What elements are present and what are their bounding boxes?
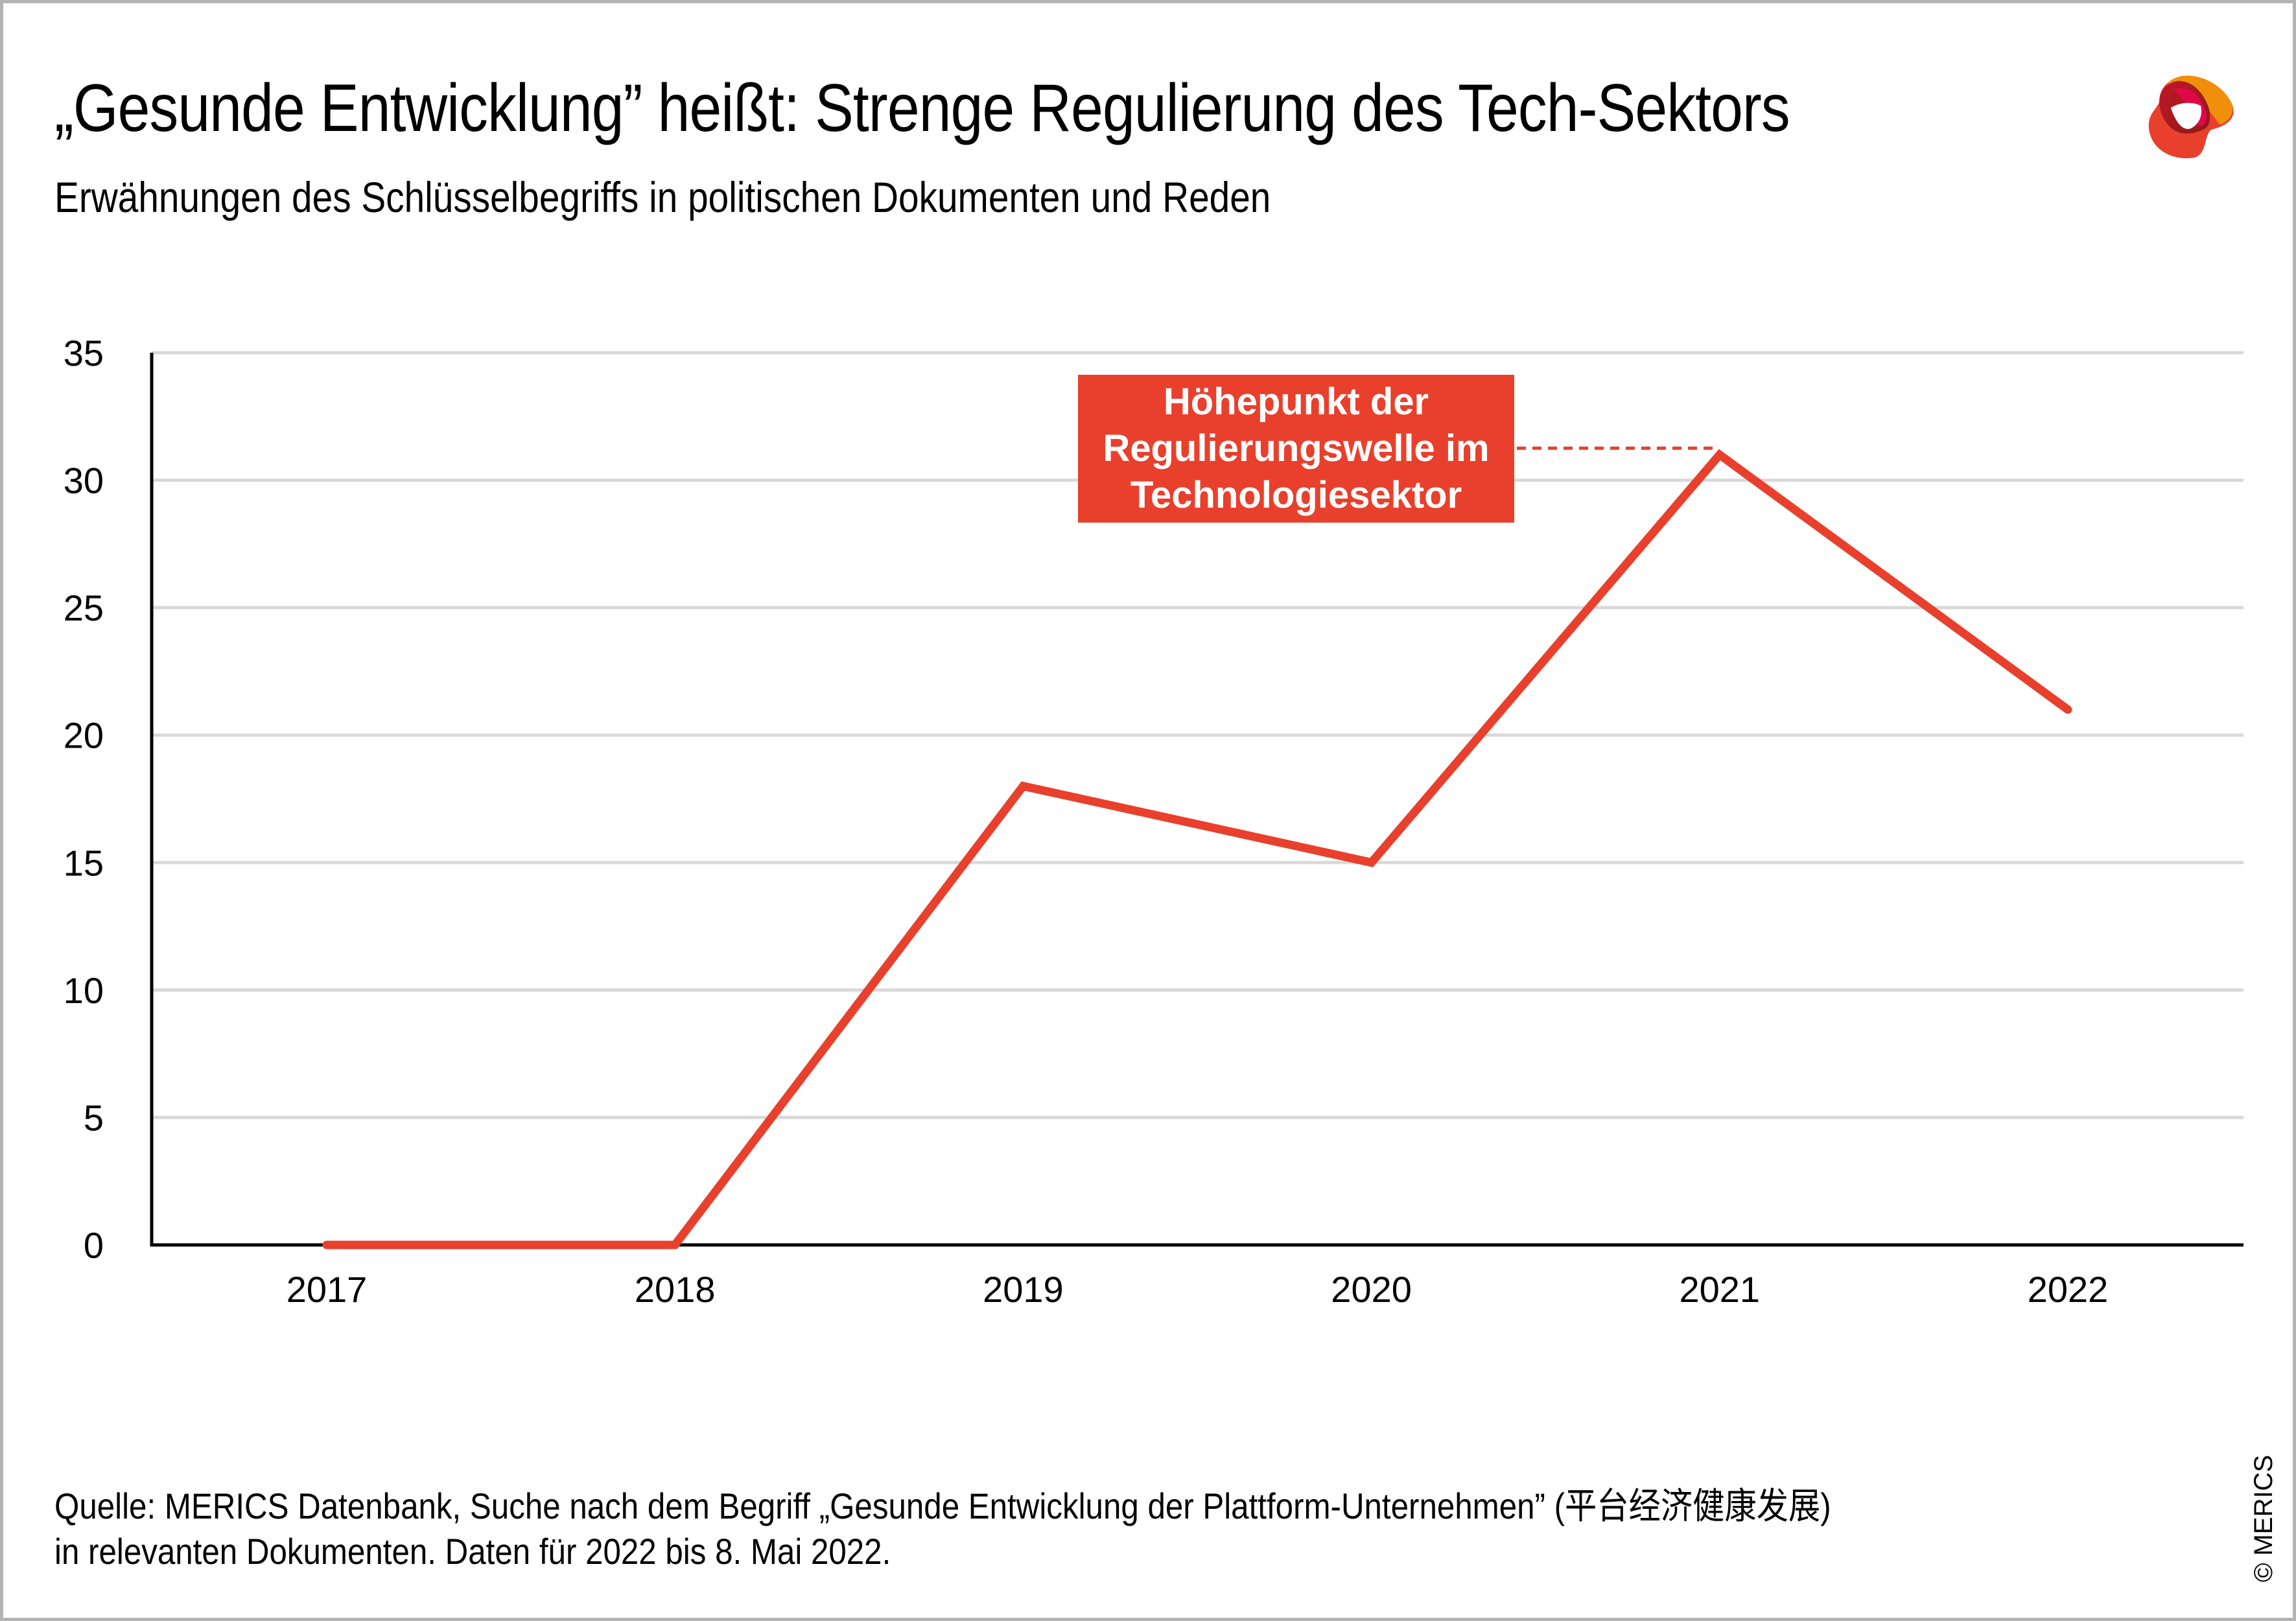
merics-logo-icon xyxy=(2148,75,2234,159)
y-tick-label: 15 xyxy=(64,842,104,883)
chart-title: „Gesunde Entwicklung” heißt: Strenge Reg… xyxy=(54,71,1790,146)
y-axis-tick-labels: 0 5 10 15 20 25 30 35 xyxy=(64,333,104,1266)
x-tick-label: 2020 xyxy=(1331,1269,1412,1310)
x-tick-label: 2019 xyxy=(983,1269,1064,1310)
x-tick-label: 2017 xyxy=(287,1269,368,1310)
series-layer xyxy=(322,449,2072,1249)
chart-subtitle: Erwähnungen des Schlüsselbegriffs in pol… xyxy=(54,173,1271,221)
source-line-2: in relevanten Dokumenten. Daten für 2022… xyxy=(54,1531,891,1572)
copyright: © MERICS xyxy=(2249,1454,2278,1582)
y-tick-label: 5 xyxy=(84,1097,104,1138)
x-tick-label: 2021 xyxy=(1680,1269,1761,1310)
x-axis-tick-labels: 2017 2018 2019 2020 2021 2022 xyxy=(287,1269,2109,1310)
annotation-peak: Höhepunkt der Regulierungswelle im Techn… xyxy=(1078,375,1514,523)
x-tick-label: 2022 xyxy=(2028,1269,2109,1310)
annotation-line: Höhepunkt der xyxy=(1163,381,1429,423)
y-tick-label: 10 xyxy=(64,970,104,1011)
y-tick-label: 0 xyxy=(84,1225,104,1266)
source-note: Quelle: MERICS Datenbank, Suche nach dem… xyxy=(54,1484,1831,1574)
gridlines xyxy=(152,351,2243,1119)
y-tick-label: 30 xyxy=(64,460,104,501)
annotation-line: Technologiesektor xyxy=(1130,474,1462,516)
annotation-line: Regulierungswelle im xyxy=(1103,427,1490,469)
source-line-1: Quelle: MERICS Datenbank, Suche nach dem… xyxy=(54,1485,1831,1526)
series-line xyxy=(322,449,2072,1249)
y-tick-label: 20 xyxy=(64,715,104,756)
x-tick-label: 2018 xyxy=(635,1269,716,1310)
y-tick-label: 35 xyxy=(64,333,104,373)
y-tick-label: 25 xyxy=(64,587,104,628)
